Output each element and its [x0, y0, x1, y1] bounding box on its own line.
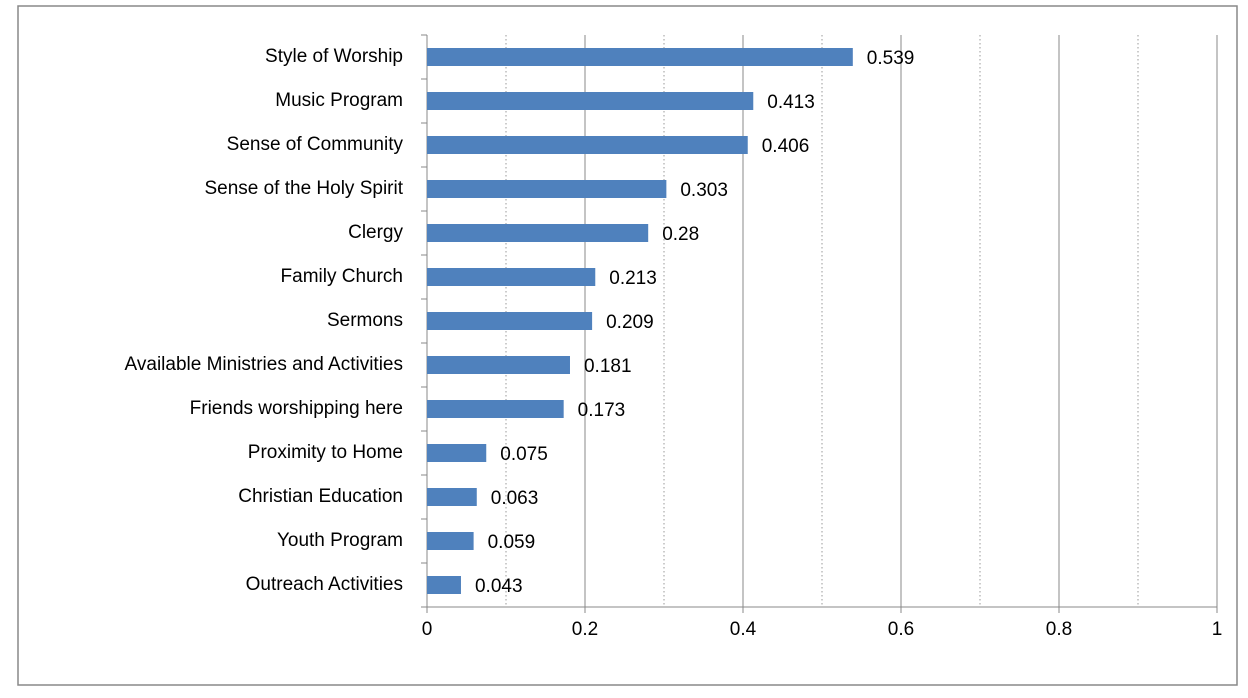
value-label: 0.063 — [491, 488, 539, 509]
x-tick-label: 0.4 — [730, 619, 757, 640]
bar — [427, 532, 474, 550]
value-label: 0.303 — [680, 180, 728, 201]
bar — [427, 488, 477, 506]
y-tick-label: Sense of Community — [227, 134, 404, 155]
value-label: 0.28 — [662, 224, 699, 245]
y-tick-label: Christian Education — [238, 486, 403, 507]
value-label: 0.043 — [475, 576, 523, 597]
x-tick-label: 1 — [1212, 619, 1223, 640]
x-tick-label: 0.2 — [572, 619, 598, 640]
y-tick-label: Proximity to Home — [248, 442, 403, 463]
y-tick-label: Style of Worship — [265, 46, 403, 67]
bar — [427, 356, 570, 374]
value-label: 0.406 — [762, 136, 810, 157]
value-label: 0.075 — [500, 444, 548, 465]
value-label: 0.059 — [488, 532, 536, 553]
x-tick-label: 0 — [422, 619, 433, 640]
y-tick-label: Sense of the Holy Spirit — [204, 178, 403, 199]
y-tick-label: Family Church — [281, 266, 403, 287]
y-tick-label: Music Program — [275, 90, 403, 111]
y-tick-label: Outreach Activities — [246, 574, 403, 595]
y-tick-label: Clergy — [348, 222, 403, 243]
bar — [427, 92, 754, 110]
value-label: 0.173 — [578, 400, 626, 421]
y-tick-label: Sermons — [327, 310, 403, 331]
y-tick-label: Available Ministries and Activities — [125, 354, 403, 375]
chart-border — [17, 5, 1238, 686]
y-tick-label: Youth Program — [277, 530, 403, 551]
value-label: 0.213 — [609, 268, 657, 289]
x-tick-label: 0.8 — [1046, 619, 1072, 640]
y-tick-label: Friends worshipping here — [190, 398, 403, 419]
x-tick-label: 0.6 — [888, 619, 914, 640]
bar — [427, 224, 649, 242]
value-label: 0.413 — [767, 92, 815, 113]
value-label: 0.209 — [606, 312, 654, 333]
value-label: 0.539 — [867, 48, 915, 69]
bar — [427, 48, 853, 66]
bar — [427, 136, 748, 154]
bar — [427, 576, 461, 594]
bar — [427, 400, 564, 418]
bar — [427, 268, 596, 286]
bar — [427, 444, 487, 462]
value-label: 0.181 — [584, 356, 632, 377]
bar — [427, 180, 667, 198]
bar — [427, 312, 593, 330]
